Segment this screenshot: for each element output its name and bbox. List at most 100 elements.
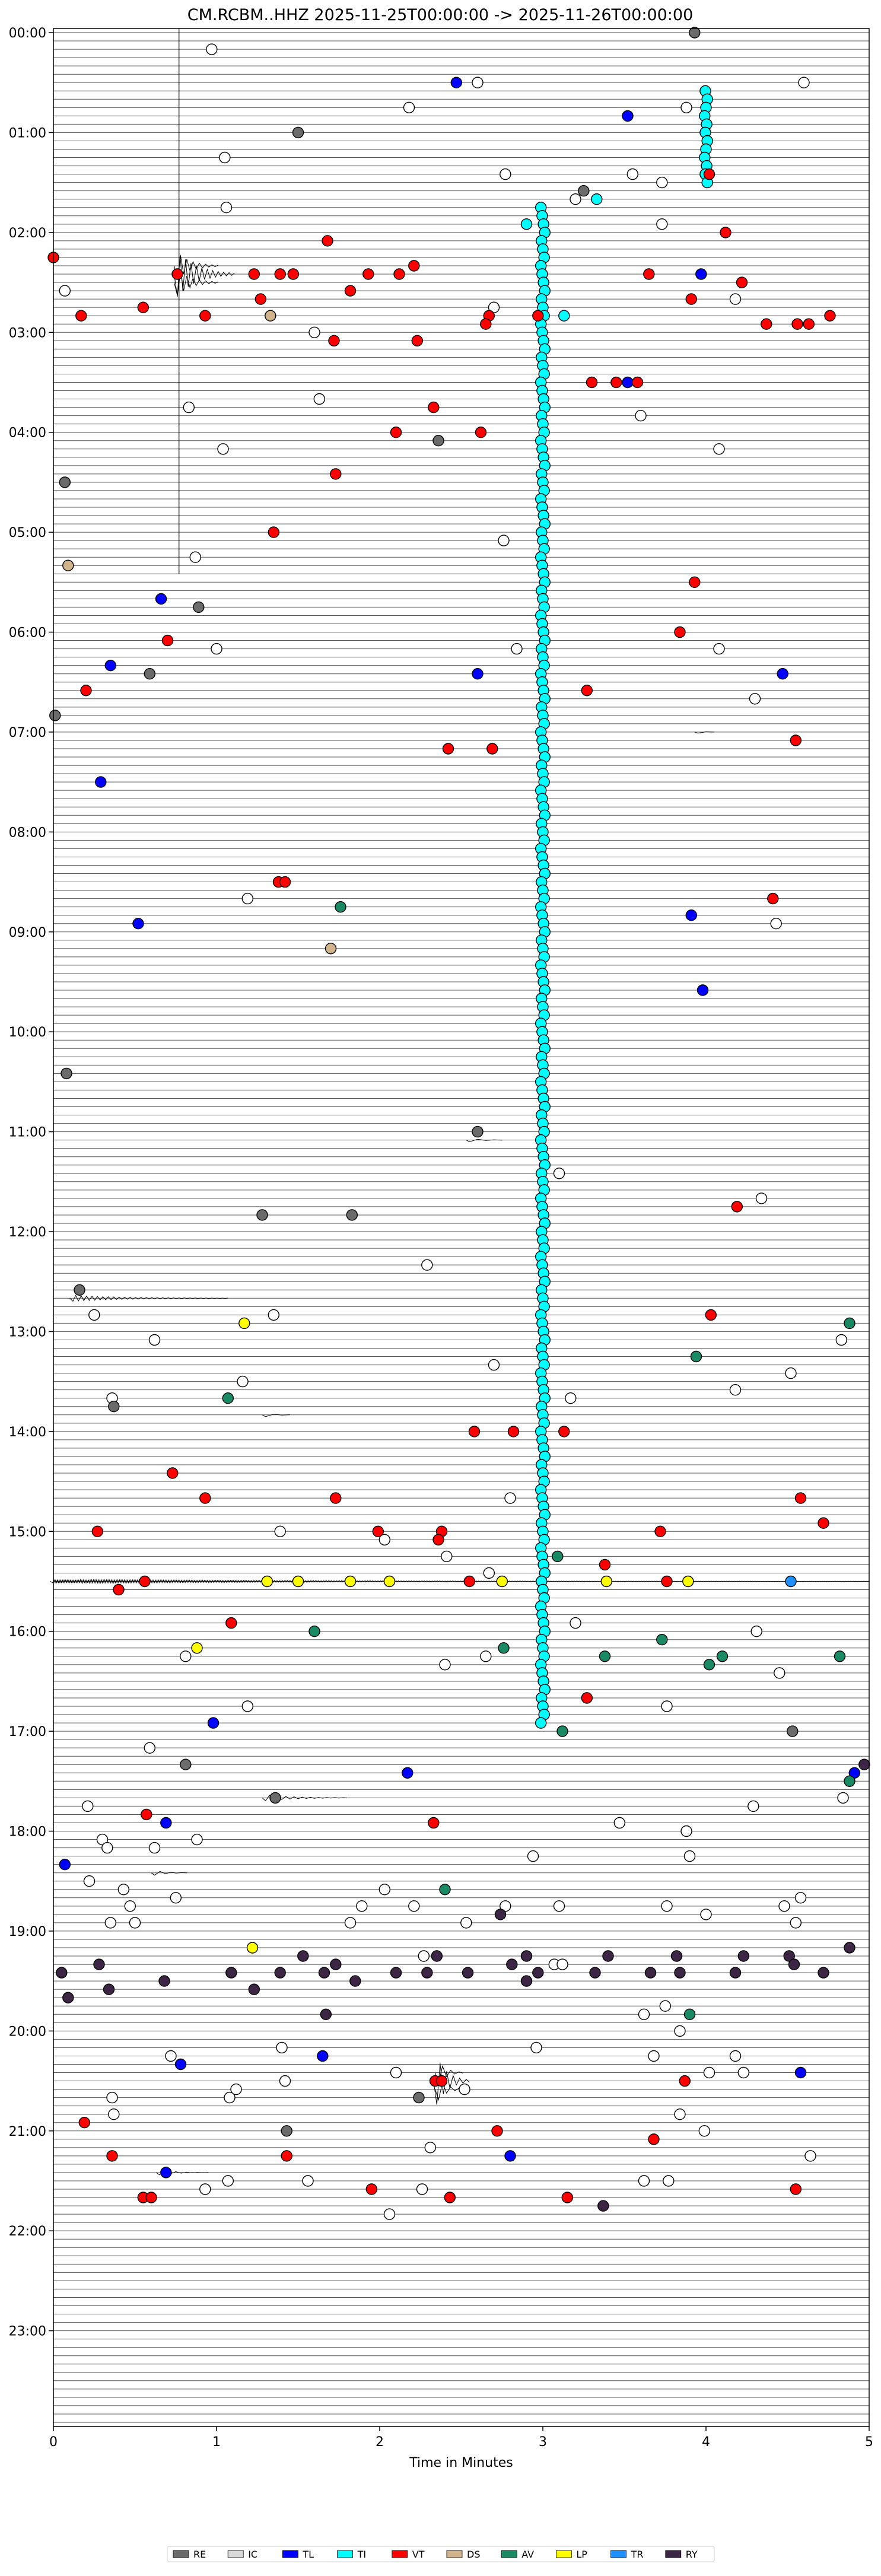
- event-marker: [586, 376, 598, 389]
- event-marker: [656, 1633, 668, 1646]
- event-marker: [144, 1742, 156, 1754]
- event-marker: [292, 1575, 304, 1588]
- event-marker: [56, 1967, 68, 1979]
- event-marker: [695, 268, 707, 280]
- event-marker: [274, 1525, 286, 1538]
- event-marker: [638, 2008, 650, 2021]
- event-marker: [88, 1309, 100, 1321]
- event-marker: [558, 1426, 570, 1438]
- event-marker: [790, 2183, 802, 2195]
- event-marker: [59, 1858, 71, 1871]
- event-marker: [589, 1967, 601, 1979]
- event-marker: [553, 1168, 565, 1179]
- legend-swatch: [446, 2550, 463, 2558]
- event-marker: [95, 776, 107, 788]
- event-marker: [532, 1967, 544, 1979]
- event-marker: [106, 2150, 118, 2162]
- event-marker: [661, 1575, 673, 1588]
- event-marker: [313, 393, 325, 405]
- event-marker: [148, 1334, 161, 1346]
- event-marker: [488, 1359, 500, 1371]
- event-marker: [556, 1958, 568, 1970]
- event-marker: [165, 2050, 177, 2062]
- legend-label: RE: [193, 2549, 206, 2560]
- y-tick-label: 15:00: [9, 1525, 46, 1540]
- event-marker: [439, 1659, 451, 1671]
- y-tick-label: 05:00: [9, 526, 46, 540]
- y-tick-label: 10:00: [9, 1025, 46, 1040]
- event-marker: [268, 526, 279, 538]
- event-markers: [47, 27, 870, 2220]
- event-marker: [790, 734, 802, 746]
- legend-swatch: [337, 2550, 353, 2558]
- event-marker: [74, 1284, 85, 1296]
- event-marker: [720, 227, 731, 238]
- event-marker: [530, 2041, 542, 2054]
- trace-rows: [53, 32, 869, 2423]
- event-marker: [561, 2192, 573, 2203]
- event-marker: [748, 1800, 759, 1812]
- event-marker: [318, 1967, 330, 1979]
- event-marker: [844, 1317, 855, 1330]
- event-marker: [93, 1958, 105, 1970]
- event-marker: [383, 1575, 396, 1588]
- event-marker: [690, 1350, 702, 1363]
- event-marker: [297, 1950, 309, 1962]
- event-marker: [785, 1575, 797, 1588]
- event-marker: [225, 1967, 237, 1979]
- y-tick-label: 08:00: [9, 825, 46, 840]
- event-marker: [682, 1575, 694, 1588]
- event-marker: [834, 1650, 846, 1662]
- chart-title: CM.RCBM..HHZ 2025-11-25T00:00:00 -> 2025…: [187, 6, 694, 24]
- event-marker: [804, 2150, 816, 2162]
- legend-label: TR: [631, 2549, 644, 2560]
- event-marker: [82, 1800, 94, 1812]
- event-marker: [552, 1550, 564, 1563]
- event-marker: [217, 443, 229, 455]
- event-marker: [104, 1917, 117, 1929]
- event-marker: [104, 659, 117, 672]
- event-marker: [613, 1817, 626, 1829]
- event-marker: [302, 2175, 314, 2187]
- event-marker: [683, 2008, 696, 2021]
- event-marker: [736, 276, 748, 288]
- y-tick-label: 14:00: [9, 1425, 46, 1440]
- event-marker: [685, 293, 698, 305]
- event-marker: [459, 2083, 470, 2095]
- event-marker: [183, 401, 195, 414]
- seismic-burst: [50, 1578, 870, 1585]
- event-marker: [322, 235, 333, 247]
- event-marker: [803, 318, 815, 330]
- y-tick-label: 06:00: [9, 626, 46, 641]
- y-axis-ticks: 00:00 01:00 02:00 03:00 04:00 05:00 06:00 07:00…: [9, 26, 53, 2339]
- event-marker: [439, 1884, 451, 1896]
- event-marker: [241, 892, 253, 905]
- event-marker: [472, 77, 484, 88]
- event-marker: [435, 2075, 448, 2087]
- event-marker: [729, 1967, 742, 1979]
- event-marker: [356, 1900, 368, 1912]
- event-marker: [144, 667, 156, 680]
- event-marker: [237, 1375, 249, 1388]
- event-marker: [191, 1642, 203, 1654]
- event-marker: [631, 376, 644, 389]
- event-marker: [49, 710, 61, 721]
- event-marker: [108, 2108, 120, 2120]
- event-marker: [101, 1842, 113, 1854]
- legend-label: LP: [576, 2549, 587, 2560]
- seismic-burst: [262, 1414, 290, 1417]
- event-marker: [774, 1667, 785, 1679]
- y-tick-label: 17:00: [9, 1725, 46, 1739]
- event-marker: [656, 176, 668, 189]
- event-marker: [570, 1617, 581, 1629]
- event-marker: [256, 1209, 268, 1221]
- seismic-burst: [174, 255, 219, 279]
- event-marker: [344, 285, 357, 297]
- event-marker: [132, 917, 144, 930]
- event-marker: [191, 1833, 203, 1846]
- legend-label: AV: [521, 2549, 534, 2560]
- x-axis-ticks: 0 1 2 3 4 5: [49, 2426, 873, 2450]
- event-marker: [638, 2175, 650, 2187]
- event-marker: [62, 559, 74, 571]
